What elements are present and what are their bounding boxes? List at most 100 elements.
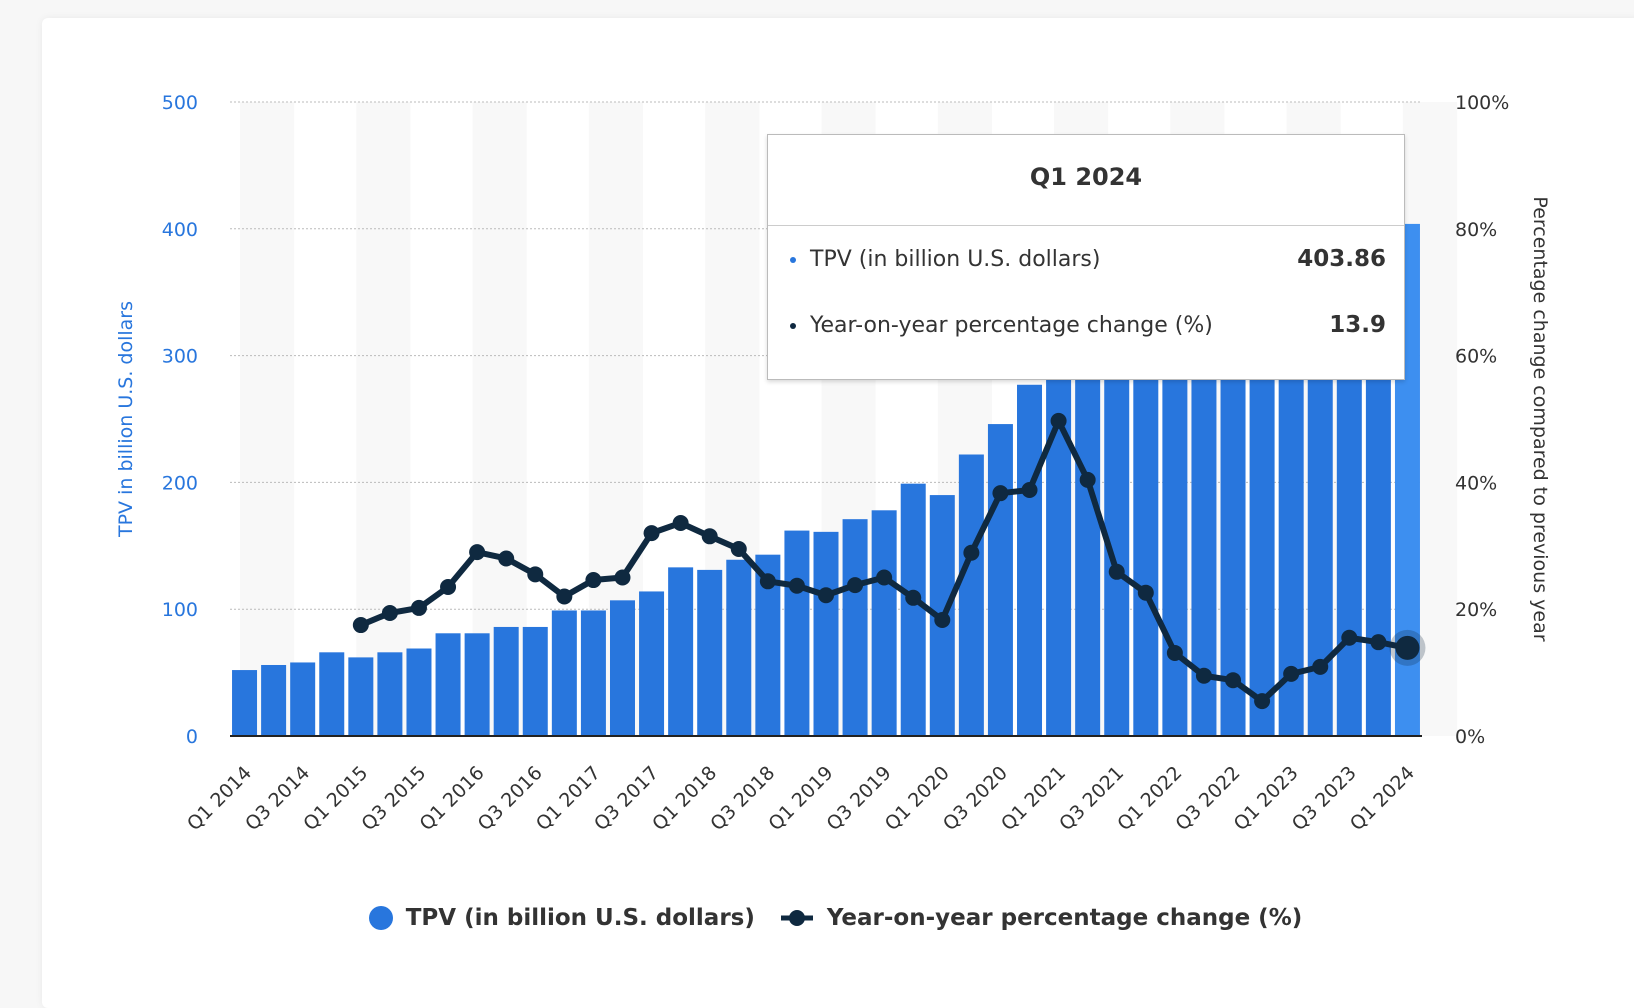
y-right-tick-label: 0% [1455, 726, 1485, 748]
bar [813, 531, 839, 736]
circle-marker-icon [368, 906, 393, 930]
bar [522, 626, 548, 736]
yoy-point [1108, 563, 1125, 580]
y-left-tick-label: 200 [162, 472, 198, 494]
bar [348, 657, 374, 736]
bar [464, 633, 490, 736]
yoy-point [788, 577, 805, 594]
bar [290, 662, 316, 736]
bar [842, 519, 868, 736]
yoy-point [1079, 471, 1096, 488]
y-right-tick-label: 80% [1455, 219, 1497, 241]
bar [958, 454, 984, 736]
bar [377, 652, 403, 736]
yoy-point [410, 599, 427, 616]
tooltip-value: 403.86 [1297, 246, 1386, 272]
yoy-point [818, 587, 834, 604]
bar [435, 633, 461, 736]
yoy-point [1166, 644, 1183, 661]
bar [493, 626, 519, 736]
bar [1162, 326, 1188, 736]
bar [871, 510, 897, 736]
tpv-dot-icon [790, 256, 796, 263]
yoy-point [1254, 693, 1271, 710]
y-left-tick-label: 300 [162, 346, 198, 368]
tooltip-value: 13.9 [1329, 312, 1386, 338]
bar [319, 652, 345, 736]
y-left-tick-label: 0 [186, 726, 198, 748]
legend-item-yoy[interactable]: Year-on-year percentage change (%) [779, 905, 1302, 931]
y-left-tick-label: 400 [162, 219, 198, 241]
bar [232, 670, 258, 736]
bar [406, 648, 432, 736]
yoy-point [847, 577, 864, 594]
legend-label: Year-on-year percentage change (%) [826, 905, 1303, 931]
yoy-point [381, 605, 398, 622]
yoy-point [701, 528, 718, 545]
tooltip-title: Q1 2024 [768, 135, 1404, 226]
bar [551, 610, 577, 736]
y-left-axis-title: TPV in billion U.S. dollars [115, 301, 137, 538]
bar [1075, 341, 1101, 736]
yoy-point [469, 544, 486, 561]
yoy-point [1283, 665, 1300, 682]
legend-item-tpv[interactable]: TPV (in billion U.S. dollars) [368, 905, 755, 931]
bar [580, 610, 606, 736]
yoy-dot-icon [790, 322, 796, 329]
y-right-tick-label: 20% [1455, 599, 1497, 621]
bar [639, 591, 665, 736]
bar [726, 559, 752, 736]
background-band [240, 102, 295, 736]
yoy-point [1341, 629, 1358, 646]
bar [1017, 384, 1043, 736]
tooltip-label: TPV (in billion U.S. dollars) [810, 246, 1101, 272]
yoy-point [759, 573, 776, 590]
yoy-point [352, 617, 369, 634]
y-right-axis-title: Percentage change compared to previous y… [1529, 196, 1551, 641]
yoy-point [440, 579, 457, 596]
yoy-point [1137, 584, 1154, 601]
yoy-point [876, 569, 893, 586]
tooltip-row-tpv: TPV (in billion U.S. dollars) 403.86 [768, 226, 1404, 292]
tooltip-row-yoy: Year-on-year percentage change (%) 13.9 [768, 292, 1404, 358]
yoy-point [1395, 635, 1420, 660]
tooltip-label: Year-on-year percentage change (%) [810, 312, 1213, 338]
background-band [356, 102, 411, 736]
yoy-point [1021, 482, 1038, 499]
y-right-tick-label: 100% [1455, 92, 1509, 114]
yoy-point [992, 485, 1009, 502]
tooltip: Q1 2024 TPV (in billion U.S. dollars) 40… [767, 134, 1405, 380]
yoy-point [585, 572, 602, 589]
y-left-tick-label: 500 [162, 92, 198, 114]
bar [987, 424, 1013, 736]
yoy-point [498, 550, 515, 567]
x-tick-label: Q1 2024 [1346, 762, 1419, 835]
yoy-point [730, 540, 747, 557]
yoy-point [1312, 658, 1329, 675]
yoy-point [527, 566, 544, 583]
yoy-point [614, 569, 631, 586]
bar [668, 567, 694, 736]
y-right-tick-label: 60% [1455, 346, 1497, 368]
yoy-point [963, 544, 980, 561]
yoy-point [1370, 634, 1387, 651]
yoy-point [1225, 672, 1242, 689]
legend-label: TPV (in billion U.S. dollars) [405, 905, 755, 931]
yoy-point [672, 514, 689, 531]
legend: TPV (in billion U.S. dollars) Year-on-ye… [0, 905, 1634, 931]
yoy-point [1050, 412, 1067, 429]
bar [784, 530, 810, 736]
yoy-point [905, 589, 922, 606]
bar [609, 600, 635, 736]
yoy-point [934, 611, 951, 628]
bar [261, 664, 287, 736]
bar [900, 483, 926, 736]
y-left-tick-label: 100 [162, 599, 198, 621]
line-marker-icon [780, 910, 813, 926]
yoy-point [643, 525, 660, 542]
yoy-point [1195, 667, 1212, 684]
bar [697, 569, 723, 736]
y-right-tick-label: 40% [1455, 472, 1497, 494]
yoy-point [556, 588, 573, 605]
